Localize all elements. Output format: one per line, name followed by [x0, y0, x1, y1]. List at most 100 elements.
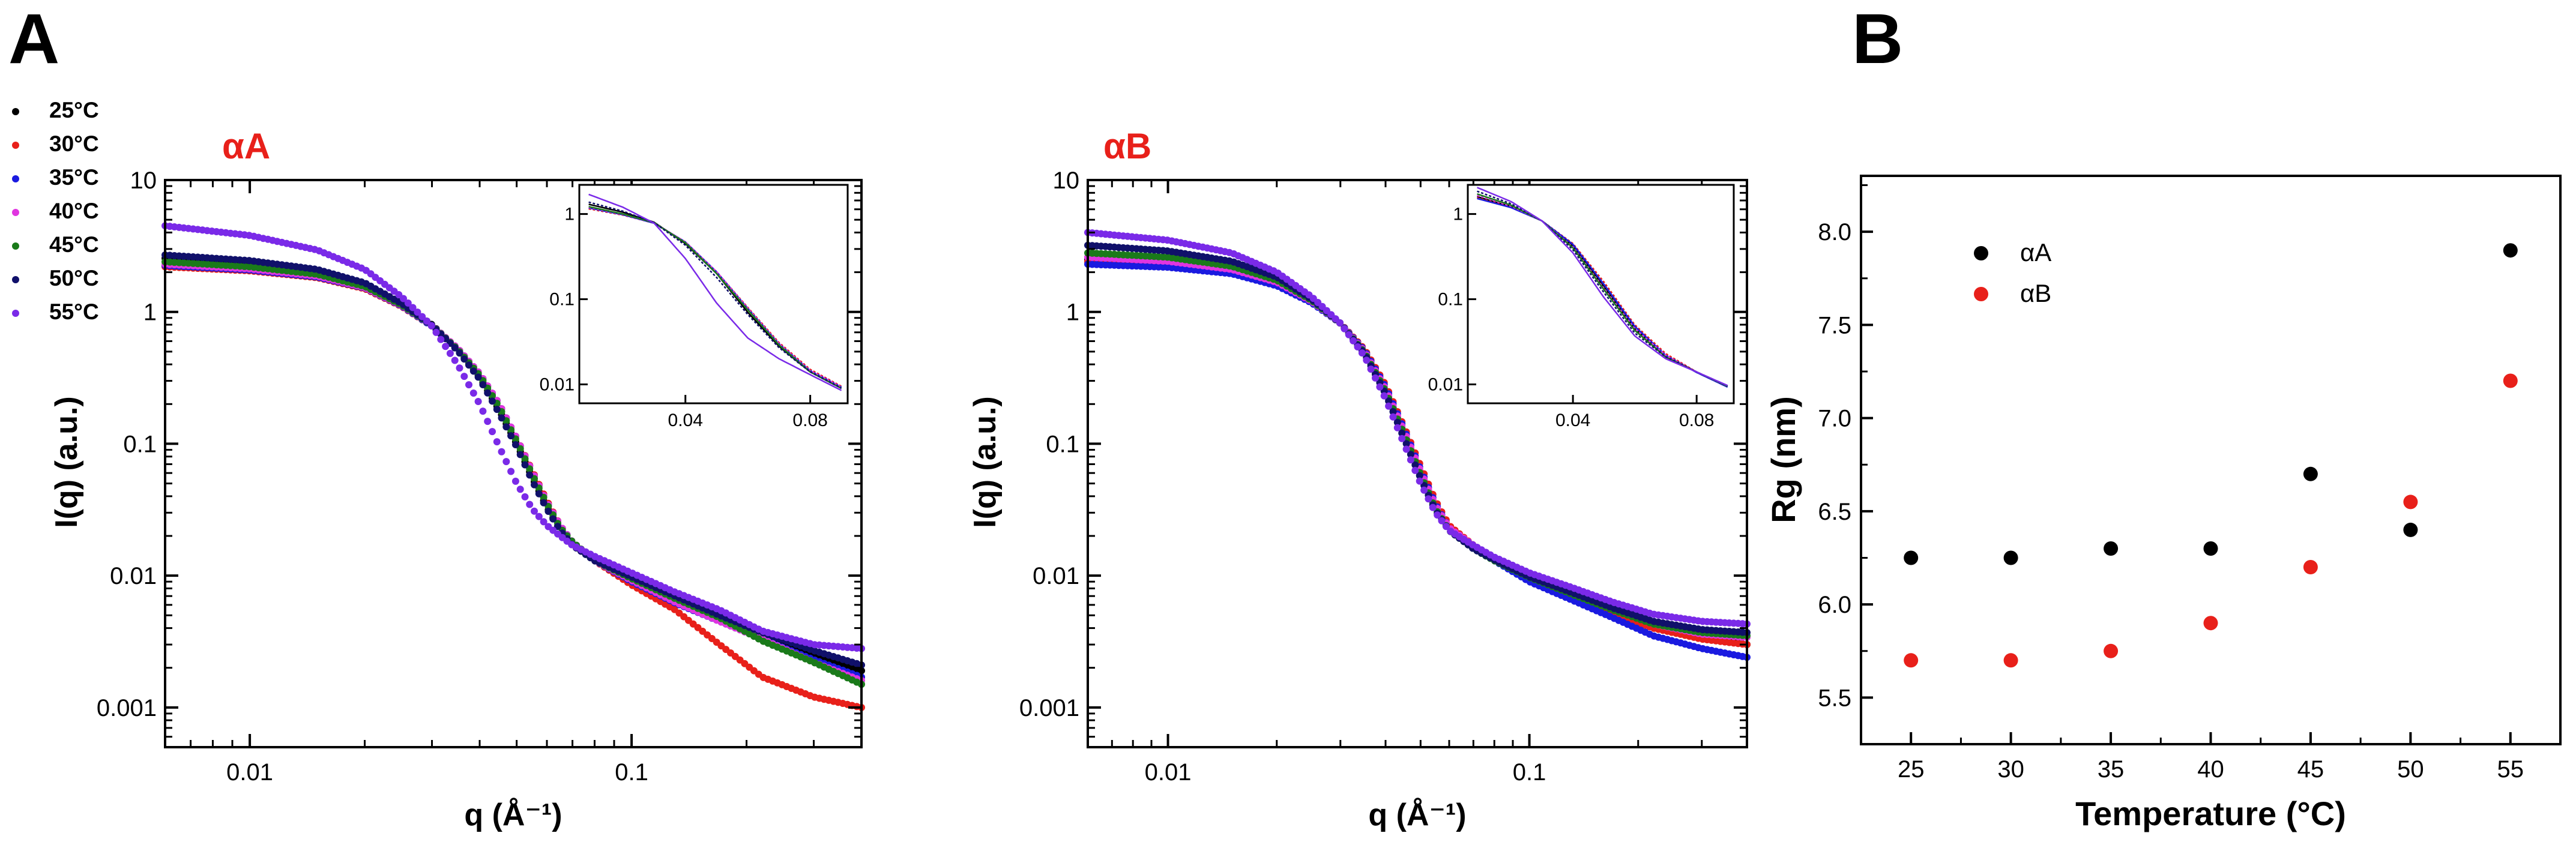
data-point — [1411, 466, 1419, 474]
series-1 — [1904, 373, 2518, 668]
data-point — [516, 445, 524, 453]
temperature-legend: 25°C 30°C 35°C 40°C 45°C 50°C 55°C — [12, 98, 99, 324]
data-point — [540, 499, 547, 507]
y-axis-label: I(q) (a.u.) — [968, 396, 1003, 528]
data-point — [544, 508, 552, 515]
data-point — [427, 322, 435, 329]
rg-point — [2203, 616, 2218, 631]
data-point — [1393, 418, 1401, 426]
inset-y-tick-label: 0.01 — [540, 375, 575, 395]
data-point — [1416, 472, 1423, 480]
data-point — [1416, 477, 1423, 485]
x-tick-label: 45 — [2297, 756, 2324, 783]
inset-y-tick-label: 0.01 — [1428, 375, 1463, 395]
y-tick-label: 6.5 — [1818, 499, 1851, 525]
rg-point — [2303, 466, 2318, 481]
data-point — [418, 313, 426, 320]
data-point — [1389, 413, 1397, 421]
chart-title: αA — [222, 126, 270, 166]
data-point — [498, 448, 505, 456]
legend-marker-4 — [12, 242, 19, 250]
legend-marker-3 — [12, 209, 19, 216]
data-point — [414, 308, 421, 316]
data-point — [1429, 504, 1437, 511]
x-tick-label: 0.1 — [615, 759, 648, 786]
chart-title: αB — [1103, 126, 1151, 166]
data-point — [526, 471, 534, 479]
rg-point — [2503, 373, 2518, 388]
inset-y-tick-label: 0.1 — [549, 290, 575, 310]
x-axis-label: q (Å⁻¹) — [1368, 798, 1466, 832]
data-point — [437, 335, 445, 343]
data-point — [465, 381, 472, 389]
data-point — [493, 406, 501, 413]
data-point — [1385, 397, 1393, 405]
data-point — [1425, 495, 1432, 503]
inset-x-tick-label: 0.04 — [668, 410, 703, 430]
saxs-plot-alphaA: αA 0.01 0.1 10 1 0.1 0.01 0.001 q (Å⁻¹) I(q) (a.u… — [49, 126, 865, 832]
inset-series-6 — [588, 193, 842, 391]
rg-point — [1904, 550, 1919, 565]
data-point — [1420, 486, 1428, 494]
data-point — [456, 364, 463, 372]
data-point — [423, 317, 430, 325]
data-point — [502, 458, 510, 466]
x-axis-label: q (Å⁻¹) — [464, 798, 562, 832]
data-point — [1341, 325, 1348, 332]
data-point — [1407, 456, 1414, 464]
data-point — [484, 389, 492, 397]
data-point — [404, 299, 412, 307]
data-point — [531, 481, 538, 489]
rg-point — [2403, 522, 2418, 537]
data-point — [516, 486, 524, 493]
series-6 — [161, 222, 865, 652]
data-point — [535, 513, 543, 520]
data-point — [521, 493, 529, 501]
legend-marker-2 — [12, 175, 19, 182]
rg-point — [2104, 541, 2119, 556]
data-point — [400, 295, 407, 302]
x-tick-label: 40 — [2197, 756, 2224, 783]
legend-label-6: 55°C — [49, 299, 99, 324]
y-axis-label: I(q) (a.u.) — [49, 396, 84, 528]
data-point — [535, 490, 543, 498]
rg-point — [2503, 243, 2518, 258]
data-point — [1385, 402, 1393, 410]
data-point — [1363, 356, 1371, 364]
data-point — [526, 501, 534, 508]
y-tick-label: 10 — [130, 167, 157, 194]
inset-x-tick-label: 0.08 — [1679, 410, 1714, 430]
inset-y-tick-label: 1 — [564, 205, 575, 224]
inset-plot: 0.04 0.08 1 0.1 0.01 — [540, 184, 849, 430]
legend-marker-1 — [12, 142, 19, 149]
legend-marker-0 — [12, 108, 19, 115]
series-6 — [1084, 229, 1751, 628]
y-tick-label: 0.01 — [1033, 563, 1079, 589]
data-point — [456, 349, 463, 357]
saxs-plot-alphaB: αB 0.01 0.1 10 1 0.1 0.01 0.001 q (Å⁻¹) I(q) (a.u… — [968, 126, 1751, 832]
legend-marker-6 — [12, 310, 19, 317]
y-tick-label: 0.001 — [1019, 695, 1079, 721]
plot-frame — [1860, 175, 2562, 745]
rg-point — [2303, 560, 2318, 574]
data-point — [507, 468, 515, 475]
rg-point — [2403, 495, 2418, 510]
data-point — [540, 518, 547, 526]
series-0 — [1904, 243, 2518, 565]
legend-label-1: 30°C — [49, 131, 99, 156]
data-point — [526, 465, 534, 473]
data-point — [460, 373, 468, 380]
data-point — [1411, 461, 1419, 469]
inset-series-5 — [588, 201, 842, 389]
y-tick-label: 1 — [1066, 299, 1079, 326]
x-tick-label: 30 — [1997, 756, 2024, 783]
data-point — [1398, 429, 1406, 437]
x-tick-label: 0.1 — [1513, 759, 1546, 786]
data-point — [493, 438, 501, 446]
data-point — [1402, 445, 1410, 453]
data-point — [1434, 511, 1441, 519]
x-tick-label: 25 — [1898, 756, 1925, 783]
data-point — [409, 304, 417, 311]
y-axis-label: Rg (nm) — [1764, 396, 1802, 523]
rg-point — [2003, 550, 2018, 565]
